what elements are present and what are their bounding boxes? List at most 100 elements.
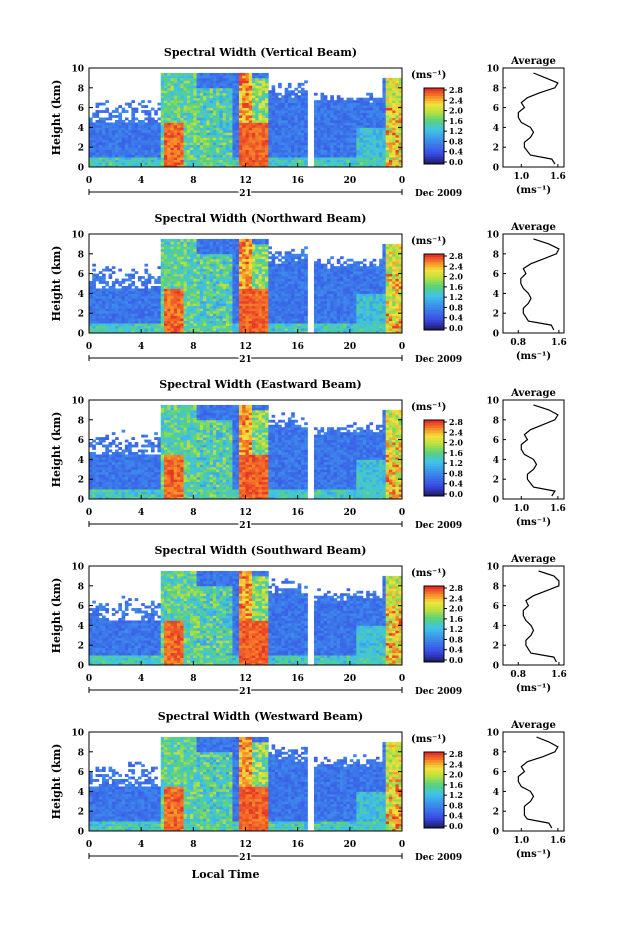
heatmap-cell — [239, 266, 243, 269]
heatmap-cell — [177, 108, 181, 111]
heatmap-cell — [109, 122, 113, 125]
heatmap-cell — [128, 286, 132, 289]
heatmap-cell — [249, 95, 253, 98]
heatmap-cell — [161, 75, 165, 78]
heatmap-cell — [265, 254, 269, 257]
heatmap-cell — [350, 108, 354, 111]
heatmap-cell — [125, 150, 129, 153]
heatmap-cell — [128, 316, 132, 319]
heatmap-cell — [324, 135, 328, 138]
heatmap-cell — [144, 147, 148, 150]
heatmap-cell — [203, 110, 207, 113]
heatmap-cell — [187, 264, 191, 267]
heatmap-cell — [96, 103, 100, 106]
heatmap-cell — [190, 108, 194, 111]
heatmap-cell — [102, 316, 106, 319]
heatmap-cell — [226, 318, 230, 321]
heatmap-cell — [395, 113, 399, 116]
heatmap-cell — [304, 105, 308, 108]
heatmap-cell — [180, 249, 184, 252]
heatmap-cell — [360, 100, 364, 103]
heatmap-cell — [99, 155, 103, 158]
heatmap-cell — [193, 160, 197, 163]
heatmap-cell — [236, 308, 240, 311]
heatmap-cell — [334, 103, 338, 106]
heatmap-cell — [154, 110, 158, 113]
heatmap-cell — [193, 130, 197, 133]
heatmap-cell — [239, 328, 243, 331]
heatmap-cell — [353, 135, 357, 138]
heatmap-cell — [294, 142, 298, 145]
heatmap-cell — [294, 98, 298, 101]
heatmap-cell — [180, 150, 184, 153]
heatmap-cell — [304, 108, 308, 111]
heatmap-cell — [239, 113, 243, 116]
heatmap-cell — [242, 311, 246, 314]
heatmap-cell — [232, 157, 236, 160]
heatmap-cell — [350, 122, 354, 125]
heatmap-cell — [317, 103, 321, 106]
heatmap-cell — [262, 279, 266, 282]
heatmap-cell — [382, 78, 386, 81]
heatmap-cell — [347, 132, 351, 135]
heatmap-cell — [268, 150, 272, 153]
heatmap-cell — [265, 93, 269, 96]
heatmap-cell — [239, 261, 243, 264]
heatmap-cell — [193, 90, 197, 93]
heatmap-cell — [118, 135, 122, 138]
heatmap-cell — [392, 108, 396, 111]
heatmap-cell — [184, 271, 188, 274]
heatmap-cell — [92, 303, 96, 306]
heatmap-cell — [210, 83, 214, 86]
profile-y-tick-label: 10 — [486, 65, 499, 75]
heatmap-cell — [200, 142, 204, 145]
heatmap-cell — [157, 316, 161, 319]
heatmap-cell — [131, 293, 135, 296]
heatmap-cell — [131, 135, 135, 138]
heatmap-cell — [379, 140, 383, 143]
heatmap-cell — [141, 303, 145, 306]
heatmap-cell — [285, 130, 289, 133]
heatmap-cell — [219, 147, 223, 150]
heatmap-cell — [330, 125, 334, 128]
heatmap-cell — [246, 150, 250, 153]
heatmap-cell — [252, 281, 256, 284]
heatmap-cell — [232, 316, 236, 319]
heatmap-cell — [216, 313, 220, 316]
heatmap-cell — [105, 293, 109, 296]
heatmap-cell — [389, 108, 393, 111]
heatmap-cell — [131, 284, 135, 287]
heatmap-cell — [206, 83, 210, 86]
heatmap-cell — [190, 85, 194, 88]
heatmap-cell — [239, 160, 243, 163]
heatmap-cell — [180, 323, 184, 326]
heatmap-cell — [327, 155, 331, 158]
heatmap-cell — [249, 254, 253, 257]
heatmap-cell — [171, 127, 175, 130]
heatmap-cell — [340, 162, 344, 165]
heatmap-cell — [180, 316, 184, 319]
heatmap-cell — [122, 306, 126, 309]
heatmap-cell — [242, 244, 246, 247]
heatmap-cell — [200, 90, 204, 93]
heatmap-cell — [350, 120, 354, 123]
heatmap-cell — [105, 266, 109, 269]
colorbar-swatch — [424, 116, 444, 119]
heatmap-cell — [246, 264, 250, 267]
heatmap-cell — [288, 115, 292, 118]
heatmap-cell — [386, 145, 390, 148]
heatmap-cell — [200, 281, 204, 284]
heatmap-cell — [340, 157, 344, 160]
heatmap-cell — [272, 142, 276, 145]
heatmap-cell — [249, 296, 253, 299]
heatmap-cell — [395, 90, 399, 93]
heatmap-cell — [288, 264, 292, 267]
heatmap-cell — [167, 303, 171, 306]
heatmap-cell — [135, 135, 139, 138]
heatmap-cell — [118, 130, 122, 133]
heatmap-cell — [206, 308, 210, 311]
heatmap-cell — [232, 132, 236, 135]
heatmap-cell — [164, 157, 168, 160]
heatmap-cell — [206, 80, 210, 83]
heatmap-cell — [223, 284, 227, 287]
